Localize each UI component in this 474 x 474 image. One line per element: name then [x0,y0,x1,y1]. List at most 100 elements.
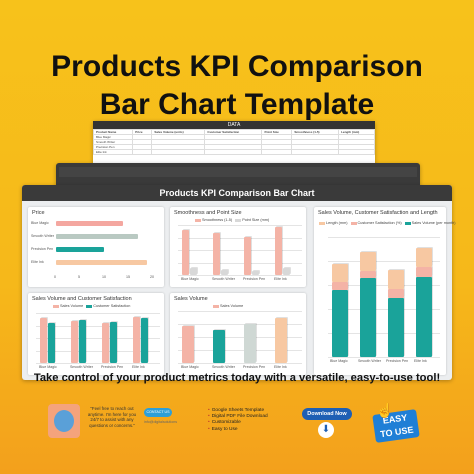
table-cell [261,149,293,155]
bar [182,230,189,275]
pointing-hand-icon: ☝ [376,402,394,418]
chart-legend: Sales Volume [210,304,243,308]
tagline: Take control of your product metrics tod… [33,372,441,384]
chart-title: Smoothness and Point Size [174,210,242,216]
table-row: Precision Pen [92,144,375,150]
gridline [178,350,302,351]
gridline [36,313,160,314]
bar [141,318,148,363]
legend-label: Point Size (mm) [242,218,270,222]
gridline [36,338,160,339]
gridline [328,285,440,286]
footer: "Feel free to reach out anytime. I'm her… [40,400,440,460]
bar [360,252,376,271]
data-sheet-header: DATA [93,121,375,129]
gridline [178,237,302,238]
gridline [178,363,302,364]
easy-to-use-badge: EASY TO USE ☝ [372,402,420,444]
gridline [36,363,160,364]
chart-legend: Smoothness (1-5) Point Size (mm) [192,218,269,222]
gridline [328,237,440,238]
bar [213,329,225,363]
dashboard-header: Products KPI Comparison Bar Chart [22,185,452,201]
dashboard-preview: Products KPI Comparison Bar Chart Price B… [22,185,456,380]
table-cell: Elite Ink [92,149,134,155]
bar [133,317,140,363]
tick-label: 10 [102,275,106,279]
gridline [178,324,302,325]
bar [388,270,404,289]
gridline [178,311,302,312]
category-label: Blue Magic [39,365,57,369]
feature-item: Easy to Use [208,427,268,433]
bar [388,289,404,299]
download-now-button[interactable]: Download Now [302,408,352,420]
contact-us-button[interactable]: CONTACT US [144,408,172,417]
bar [275,227,282,275]
chart-title: Sales Volume and Customer Satisfaction [32,296,132,302]
brand-logo [48,404,80,438]
chart-legend: Sales Volume Customer Satisfaction [50,304,130,308]
category-label: Precision Pen [243,365,266,369]
tick-label: 0 [54,275,56,279]
category-label: Precision Pen [101,365,124,369]
feature-item: Google Sheets Template [208,408,268,414]
bar [388,298,404,357]
tick-label: 15 [126,275,130,279]
legend-label: Sales Volume [60,304,84,308]
bar [71,321,78,363]
legend-label: Customer Satisfaction (%) [357,221,402,225]
bar [244,324,256,363]
gridline [36,325,160,326]
bar [213,233,220,275]
legend-swatch [404,221,411,225]
support-note: "Feel free to reach out anytime. I'm her… [87,406,137,428]
bar [221,270,228,275]
category-label: Precision Pen [386,359,409,363]
page-title: Products KPI Comparison Bar Chart Templa… [0,50,474,126]
legend-swatch [195,218,201,222]
bar [252,271,259,275]
table-cell [338,149,375,155]
category-label: Elite Ink [274,277,287,281]
feature-list: Google Sheets Template Digital PDF File … [208,408,268,433]
gridline [36,350,160,351]
price-chart-card: Price Blue Magic Smooth Writer Precision Pe… [28,207,164,287]
chart-title: Price [32,210,45,216]
legend-label: Smoothness (1-5) [202,218,233,222]
category-label: Blue Magic [330,359,348,363]
bar [416,248,432,267]
chart-title: Sales Volume, Customer Satisfaction and … [318,210,438,216]
category-label: Precision Pen [243,277,266,281]
bar [56,260,148,265]
category-label: Smooth Writer [70,365,93,369]
smoothness-chart-card: Smoothness and Point Size Smoothness (1-5… [170,207,306,287]
bar [102,323,109,363]
cloud-download-icon[interactable]: ⬇ [318,422,334,438]
legend-swatch [235,218,242,222]
sales-volume-chart-card: Sales Volume Sales Volume Blue Magic Smooth… [170,293,306,375]
bar [416,277,432,357]
chart-legend: Length (mm) Customer Satisfaction (%) Sale… [316,221,456,225]
legend-swatch [86,304,93,308]
category-label: Smooth Writer [212,277,235,281]
category-label: Elite Ink [31,260,44,264]
legend-label: Customer Satisfaction [93,304,131,308]
category-label: Blue Magic [181,277,199,281]
gridline [178,250,302,251]
table-cell [151,149,206,155]
gridline [178,262,302,263]
legend-label: Sales Volume [220,304,244,308]
bar [416,267,432,277]
bar [360,271,376,279]
category-label: Elite Ink [274,365,287,369]
bar [244,237,251,275]
chart-title: Sales Volume [174,296,208,302]
gridline [328,333,440,334]
gridline [328,357,440,358]
tick-label: 20 [150,275,154,279]
bar [182,325,194,363]
data-sheet-preview: DATA Product Name Price Sales Volume (unit… [92,121,375,177]
legend-swatch [53,304,59,308]
gridline [178,225,302,226]
